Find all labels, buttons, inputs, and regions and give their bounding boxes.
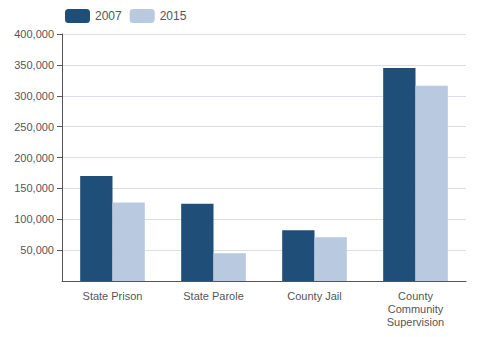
svg-text:350,000: 350,000	[14, 59, 54, 71]
svg-text:Community: Community	[388, 303, 444, 315]
svg-text:State Prison: State Prison	[83, 290, 143, 302]
svg-text:150,000: 150,000	[14, 182, 54, 194]
svg-text:2007: 2007	[95, 9, 122, 23]
svg-text:100,000: 100,000	[14, 213, 54, 225]
svg-text:Supervision: Supervision	[387, 316, 444, 328]
svg-text:300,000: 300,000	[14, 90, 54, 102]
svg-text:50,000: 50,000	[20, 244, 54, 256]
svg-text:County: County	[398, 290, 433, 302]
svg-text:400,000: 400,000	[14, 28, 54, 40]
svg-text:200,000: 200,000	[14, 152, 54, 164]
svg-text:2015: 2015	[160, 9, 187, 23]
svg-text:250,000: 250,000	[14, 121, 54, 133]
svg-text:County Jail: County Jail	[287, 290, 341, 302]
svg-text:State Parole: State Parole	[183, 290, 244, 302]
